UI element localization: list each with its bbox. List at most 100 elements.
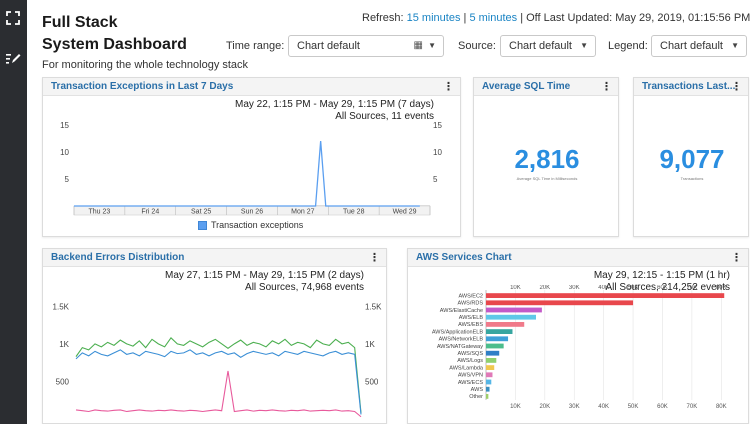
time-range-label: Time range: bbox=[226, 40, 285, 52]
panel-title: Transactions Last... bbox=[634, 78, 748, 96]
refresh-label: Refresh: bbox=[362, 12, 404, 24]
bar bbox=[486, 350, 500, 356]
refresh-off-option[interactable]: | Off bbox=[520, 12, 541, 24]
series-line-2 bbox=[75, 349, 362, 415]
bar bbox=[486, 379, 492, 385]
x-tick-label-top: 20K bbox=[539, 285, 550, 291]
y-category-label: AWS/SQS bbox=[458, 351, 484, 357]
chart-legend[interactable]: Transaction exceptions bbox=[198, 220, 303, 230]
page-title: Full Stack System Dashboard bbox=[42, 12, 187, 56]
x-tick-label-top: 80K bbox=[716, 285, 727, 291]
more-vertical-icon[interactable]: ⋮ bbox=[601, 81, 612, 93]
exceptions-chart: 5 5 10 10 15 15 Thu 23 Fri 24 Sat 25 Sun 26 Mon 27… bbox=[60, 121, 442, 216]
more-vertical-icon[interactable]: ⋮ bbox=[731, 81, 742, 93]
calendar-icon: ▦ bbox=[413, 40, 423, 51]
legend-select[interactable]: Chart default ▼ bbox=[651, 35, 747, 57]
y-tick-label-right: 10 bbox=[433, 148, 442, 157]
sql-time-caption: Average SQL Time in Milliseconds bbox=[516, 176, 578, 181]
x-tick-label: Wed 29 bbox=[393, 209, 417, 216]
y-category-label: AWS/ELB bbox=[459, 315, 484, 321]
y-category-label: AWS/ElastiCache bbox=[440, 308, 483, 314]
x-tick-label: Mon 27 bbox=[291, 209, 314, 216]
x-tick-label-bottom: 10K bbox=[510, 404, 521, 410]
y-tick-label-right: 15 bbox=[433, 121, 442, 130]
time-range-value: Chart default bbox=[297, 40, 360, 52]
time-range-select[interactable]: Chart default ▦ ▼ bbox=[288, 35, 444, 57]
x-tick-label-bottom: 70K bbox=[687, 404, 698, 410]
panel-title: Backend Errors Distribution bbox=[43, 249, 386, 267]
transactions-value: 9,077 bbox=[659, 144, 725, 174]
title-line-1: Full Stack bbox=[42, 14, 118, 31]
y-tick-label-left: 1K bbox=[59, 340, 69, 349]
transactions-caption: Transactions bbox=[680, 176, 704, 181]
panel-average-sql-time: Average SQL Time ⋮ 2,816 Average SQL Tim… bbox=[473, 77, 619, 237]
expand-icon[interactable] bbox=[3, 8, 23, 28]
source-label: Source: bbox=[458, 40, 496, 52]
legend-swatch bbox=[198, 220, 207, 230]
x-tick-label: Sun 26 bbox=[241, 209, 263, 216]
series-line-1 bbox=[75, 336, 362, 414]
series-line-transaction-exceptions bbox=[74, 141, 420, 207]
bar bbox=[486, 293, 725, 298]
chart-time-range: May 29, 12:15 - 1:15 PM (1 hr) bbox=[593, 270, 730, 281]
x-tick-label-top: 40K bbox=[598, 285, 609, 291]
y-category-label: AWS/RDS bbox=[458, 301, 484, 307]
x-tick-label: Fri 24 bbox=[141, 209, 159, 216]
edit-icon[interactable] bbox=[3, 48, 23, 68]
bar bbox=[486, 358, 497, 363]
more-vertical-icon[interactable]: ⋮ bbox=[731, 252, 742, 264]
y-tick-label-right: 5 bbox=[433, 175, 438, 184]
title-line-2: System Dashboard bbox=[42, 36, 187, 53]
y-category-label: AWS/ECS bbox=[458, 380, 483, 386]
x-tick-label-bottom: 60K bbox=[657, 404, 668, 410]
y-tick-label-left: 15 bbox=[60, 121, 69, 130]
bar bbox=[486, 314, 536, 320]
chart-sources: All Sources, 74,968 events bbox=[245, 282, 364, 293]
aws-services-chart: 10K 10K 20K 20K 30K 30K 40K 40K 50K 50K 60K 60K 70K 7… bbox=[432, 285, 727, 410]
source-value: Chart default bbox=[509, 40, 572, 52]
refresh-separator: | bbox=[463, 12, 467, 24]
bar bbox=[486, 343, 504, 349]
x-tick-label-bottom: 50K bbox=[628, 404, 639, 410]
panel-aws-services: AWS Services Chart ⋮ May 29, 12:15 - 1:1… bbox=[407, 248, 749, 424]
y-tick-label-left: 500 bbox=[56, 377, 70, 386]
y-category-label: AWS/VPN bbox=[458, 373, 483, 379]
chevron-down-icon: ▼ bbox=[428, 41, 436, 50]
panel-backend-errors: Backend Errors Distribution ⋮ May 27, 1:… bbox=[42, 248, 387, 424]
legend-value: Chart default bbox=[660, 40, 723, 52]
x-tick-label-top: 50K bbox=[628, 285, 639, 291]
panel-title: Average SQL Time bbox=[474, 78, 618, 96]
refresh-bar: Refresh: 15 minutes | 5 minutes | Off La… bbox=[362, 12, 750, 24]
x-tick-label: Tue 28 bbox=[343, 209, 365, 216]
bar bbox=[486, 386, 490, 392]
refresh-5-min-link[interactable]: 5 minutes bbox=[469, 12, 518, 24]
panel-title: Transaction Exceptions in Last 7 Days bbox=[43, 78, 460, 96]
bar bbox=[486, 365, 495, 370]
chart-meta: May 27, 1:15 PM - May 29, 1:15 PM (2 day… bbox=[165, 270, 364, 294]
x-tick-label-bottom: 40K bbox=[598, 404, 609, 410]
x-tick-label-top: 70K bbox=[687, 285, 698, 291]
x-tick-label: Thu 23 bbox=[89, 209, 111, 216]
legend-label: Transaction exceptions bbox=[211, 220, 304, 230]
y-category-label: Other bbox=[469, 394, 483, 400]
x-tick-label-bottom: 20K bbox=[539, 404, 550, 410]
y-category-label: AWS/Lambda bbox=[449, 365, 484, 371]
y-category-label: AWS bbox=[471, 387, 484, 393]
y-tick-label-right: 1.5K bbox=[365, 302, 382, 311]
bar bbox=[486, 336, 509, 342]
y-tick-label-left: 10 bbox=[60, 148, 69, 157]
y-tick-label-left: 5 bbox=[65, 175, 70, 184]
x-tick-label-bottom: 30K bbox=[569, 404, 580, 410]
x-tick-label-top: 60K bbox=[657, 285, 668, 291]
more-vertical-icon[interactable]: ⋮ bbox=[369, 252, 380, 264]
backend-errors-chart: 500 500 1K 1K 1.5K 1.5K bbox=[53, 302, 382, 418]
refresh-15-min-link[interactable]: 15 minutes bbox=[406, 12, 461, 24]
y-category-label: AWS/NetworkELB bbox=[439, 337, 484, 343]
chart-time-range: May 22, 1:15 PM - May 29, 1:15 PM (7 day… bbox=[235, 99, 434, 110]
legend-label: Legend: bbox=[608, 40, 648, 52]
chevron-down-icon: ▼ bbox=[580, 41, 588, 50]
more-vertical-icon[interactable]: ⋮ bbox=[443, 81, 454, 93]
source-select[interactable]: Chart default ▼ bbox=[500, 35, 596, 57]
last-updated-text: Last Updated: May 29, 2019, 01:15:56 PM bbox=[543, 12, 750, 24]
